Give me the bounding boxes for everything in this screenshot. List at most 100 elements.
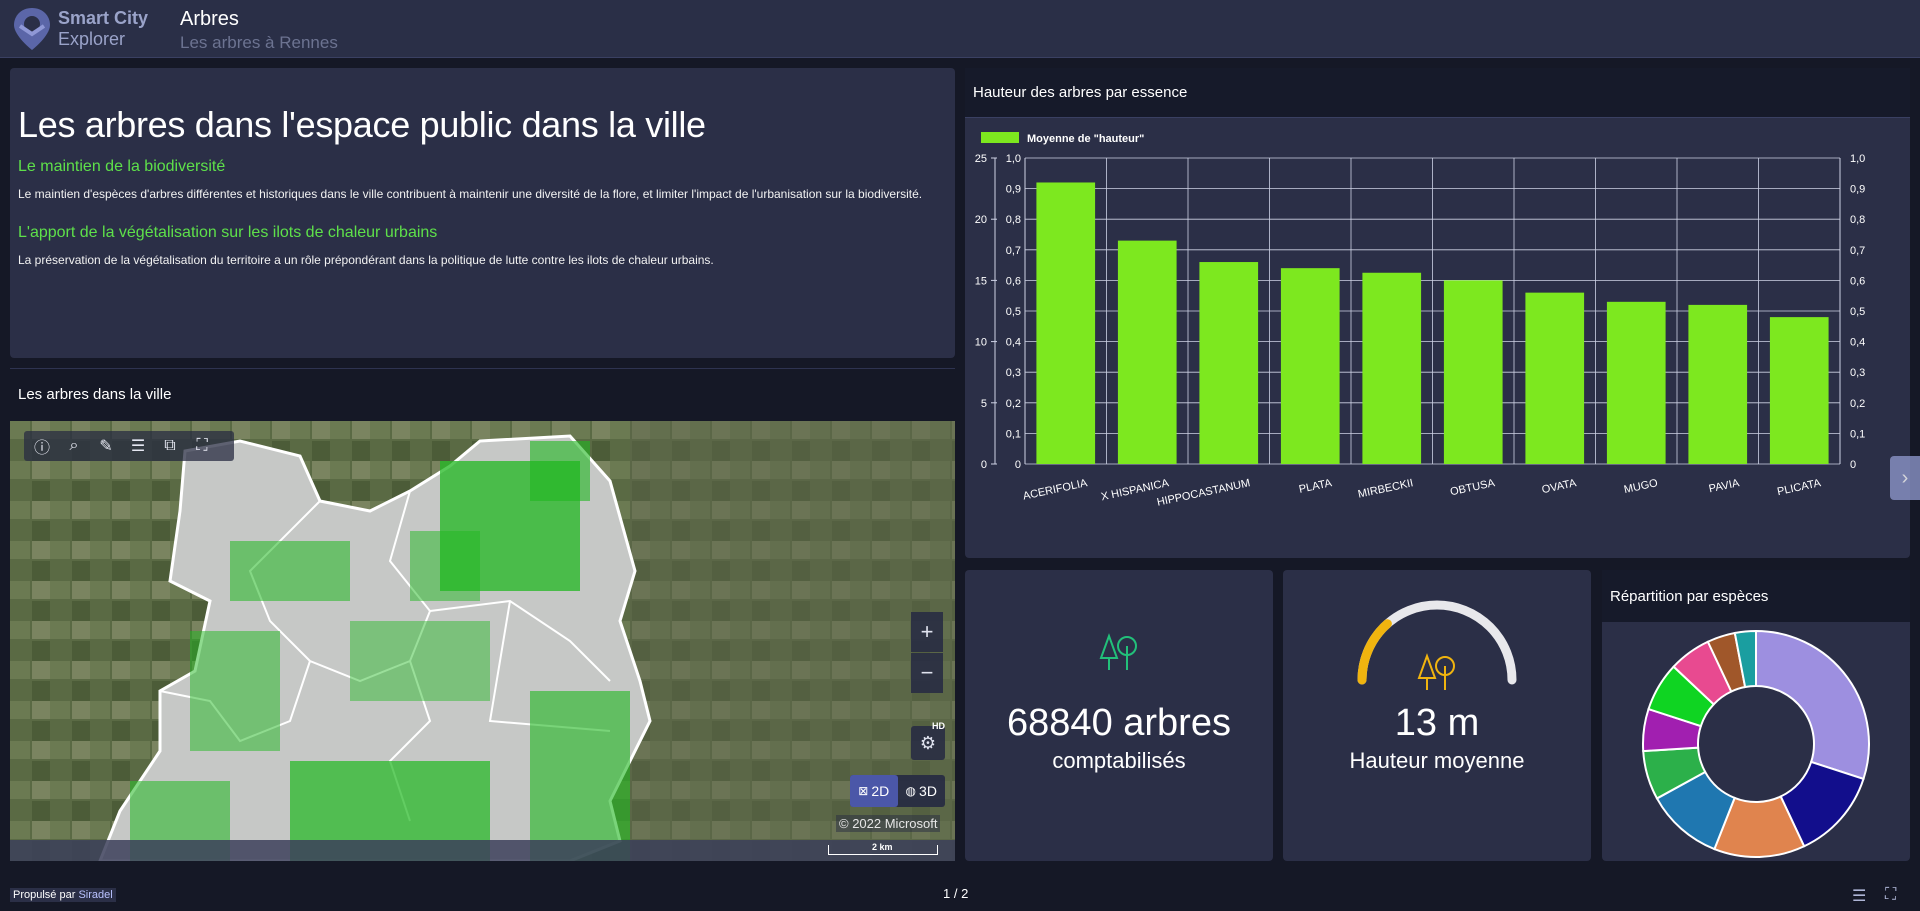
bar[interactable]	[1688, 304, 1748, 464]
3d-label: 3D	[919, 783, 937, 799]
legend-label: Moyenne de "hauteur"	[1027, 133, 1144, 145]
y2-tick-label: 0,3	[1850, 367, 1865, 379]
pie-slice[interactable]	[1755, 629, 1870, 781]
heat-islands-title: L'apport de la végétalisation sur les il…	[18, 224, 438, 241]
2d-button[interactable]: ⊠ 2D	[850, 775, 898, 807]
zoom-in-button[interactable]: +	[911, 612, 943, 652]
scale-label: 2 km	[872, 842, 893, 852]
x-tick-label: ACERIFOLIA	[1022, 477, 1089, 502]
bar[interactable]	[1525, 292, 1585, 464]
brush-icon[interactable]: ✎	[99, 438, 113, 455]
brand-line2: Explorer	[58, 29, 126, 49]
powered-by[interactable]: Propulsé par Siradel	[10, 888, 116, 902]
zoom-out-button[interactable]: −	[911, 653, 943, 693]
x-tick-label: HIPPOCASTANUM	[1156, 477, 1252, 509]
x-tick-label: MUGO	[1623, 477, 1659, 496]
y2-tick-label: 0,8	[1850, 214, 1865, 226]
height-chart-panel: Hauteur des arbres par essence Moyenne d…	[965, 68, 1910, 558]
divider	[10, 368, 955, 369]
intro-heading: Les arbres dans l'espace public dans la …	[18, 104, 706, 145]
y2-tick-label: 0,4	[1850, 337, 1865, 349]
heat-islands-text: La préservation de la végétalisation du …	[18, 253, 714, 267]
x-tick-label: PLICATA	[1776, 477, 1822, 498]
dimension-toggle: ⊠ 2D ◍ 3D	[850, 775, 945, 807]
powered-by-label: Propulsé par	[13, 889, 76, 901]
menu-icon[interactable]: ☰	[1852, 888, 1867, 905]
species-panel: Répartition par espèces	[1602, 570, 1910, 861]
y-tick-label: 0	[1015, 459, 1021, 471]
y2-tick-label: 0,1	[1850, 428, 1865, 440]
species-donut-chart	[1642, 629, 1870, 858]
y-tick-label: 0,3	[1006, 367, 1021, 379]
tree-count-label: comptabilisés	[1052, 748, 1186, 773]
height-gauge	[1357, 600, 1517, 685]
brand-name: Smart City Explorer	[58, 8, 148, 50]
y-outer-tick-label: 15	[975, 275, 987, 287]
bar[interactable]	[1117, 240, 1177, 464]
brand-line1: Smart City	[58, 8, 149, 28]
3d-button[interactable]: ◍ 3D	[898, 775, 946, 807]
legend-swatch	[981, 132, 1019, 143]
globe-icon: ◍	[905, 784, 917, 798]
bar-chart: Moyenne de "hauteur" 1,0 1,0 0,9 0,9 0,8 0,8 0,…	[975, 132, 1865, 509]
y-tick-label: 0,6	[1006, 275, 1021, 287]
biodiversity-text: Le maintien d'espèces d'arbres différent…	[18, 187, 923, 201]
x-tick-label: PLATA	[1298, 477, 1334, 496]
chart-header: Hauteur des arbres par essence	[965, 68, 1910, 118]
y2-tick-label: 0,7	[1850, 245, 1865, 257]
page-title: Arbres	[180, 8, 239, 30]
map-toolbar: ⓘ ⌕ ✎ ☰ ⧉ ⛶	[24, 431, 234, 461]
bar[interactable]	[1199, 262, 1259, 464]
fullscreen-icon[interactable]: ⛶	[196, 437, 208, 454]
y-outer-tick-label: 25	[975, 153, 987, 165]
y-tick-label: 0,2	[1006, 398, 1021, 410]
bar[interactable]	[1362, 272, 1422, 464]
y-tick-label: 0,7	[1006, 245, 1021, 257]
2d-label: 2D	[871, 783, 890, 799]
next-page-arrow[interactable]: ›	[1890, 456, 1920, 500]
bar[interactable]	[1606, 301, 1666, 464]
bar[interactable]	[1769, 317, 1829, 464]
chart-title: Hauteur des arbres par essence	[973, 84, 1188, 101]
avg-height-card: 13 m Hauteur moyenne	[1283, 570, 1591, 861]
y-outer-tick-label: 5	[981, 398, 987, 410]
y-tick-label: 1,0	[1006, 153, 1021, 165]
intro-panel: Les arbres dans l'espace public dans la …	[10, 68, 955, 358]
smart-city-logo	[14, 8, 50, 50]
list-icon[interactable]: ☰	[130, 438, 146, 455]
x-tick-label: OVATA	[1541, 477, 1578, 496]
gauge-fill	[1357, 619, 1392, 685]
y-tick-label: 0,1	[1006, 428, 1021, 440]
fullscreen-icon[interactable]: ⛶	[1885, 886, 1897, 903]
page-subtitle: Les arbres à Rennes	[180, 33, 338, 52]
y2-tick-label: 0	[1850, 459, 1856, 471]
bar[interactable]	[1280, 268, 1340, 464]
pie-slice[interactable]	[1733, 629, 1757, 689]
map-title: Les arbres dans la ville	[18, 386, 172, 403]
y2-tick-label: 0,2	[1850, 398, 1865, 410]
y2-tick-label: 1,0	[1850, 153, 1865, 165]
trees-icon	[1417, 653, 1455, 690]
bar[interactable]	[1036, 182, 1096, 464]
y2-tick-label: 0,5	[1850, 306, 1865, 318]
y-outer-tick-label: 0	[981, 459, 987, 471]
bar[interactable]	[1443, 280, 1503, 464]
map-view[interactable]: ⓘ ⌕ ✎ ☰ ⧉ ⛶ + − ⚙ HD ⊠ 2D ◍ 3D © 2022 Micr…	[10, 421, 955, 861]
y-tick-label: 0,8	[1006, 214, 1021, 226]
search-icon[interactable]: ⌕	[69, 437, 79, 454]
info-icon[interactable]: ⓘ	[33, 440, 50, 457]
layers-icon[interactable]: ⧉	[164, 437, 176, 454]
top-bar: Smart City Explorer Arbres Les arbres à …	[0, 0, 1920, 58]
powered-by-brand: Siradel	[78, 889, 113, 901]
map-bottom-bar	[10, 840, 955, 861]
page-indicator: 1 / 2	[943, 886, 969, 901]
y-tick-label: 0,5	[1006, 306, 1021, 318]
pie-header: Répartition par espèces	[1602, 570, 1910, 622]
map-canvas[interactable]	[10, 421, 955, 861]
y-outer-tick-label: 20	[975, 214, 987, 226]
grid-icon: ⊠	[858, 784, 869, 798]
y-tick-label: 0,4	[1006, 337, 1021, 349]
avg-height-label: Hauteur moyenne	[1349, 748, 1525, 773]
tree-count-card: 68840 arbres comptabilisés	[965, 570, 1273, 861]
gear-icon[interactable]: ⚙	[911, 726, 945, 760]
